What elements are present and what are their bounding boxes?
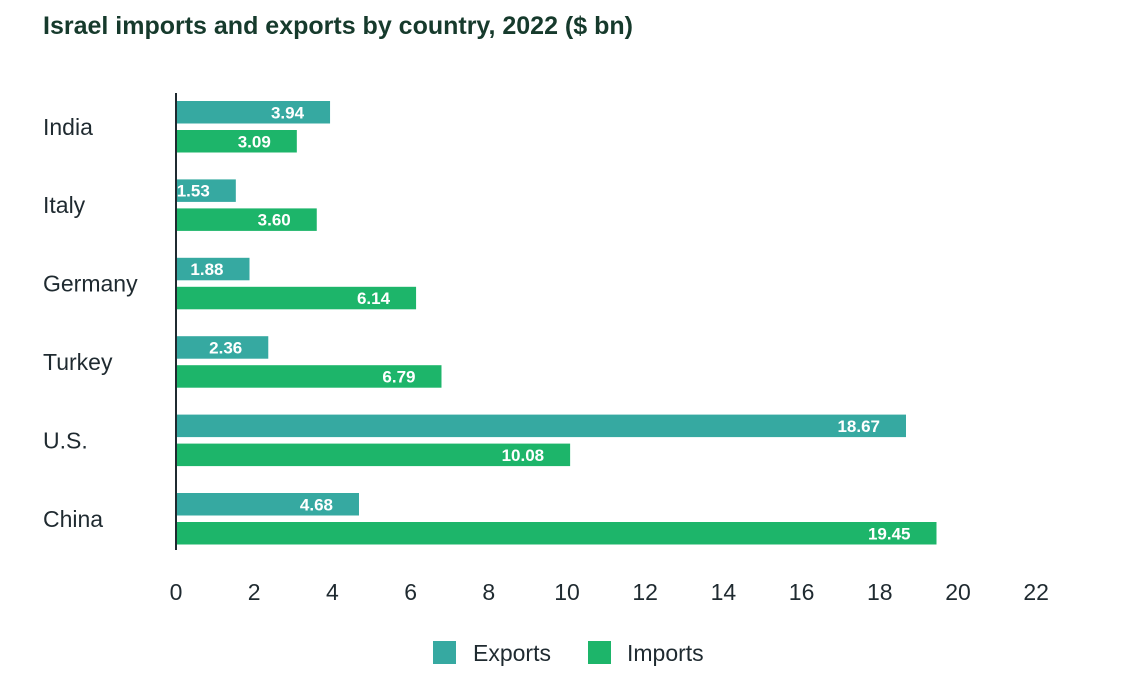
legend-label-exports: Exports bbox=[473, 640, 551, 666]
x-tick-label-11: 22 bbox=[1023, 579, 1049, 605]
data-label-imports-2: 6.14 bbox=[357, 289, 391, 308]
bar-imports-1 bbox=[176, 208, 317, 231]
data-label-exports-4: 18.67 bbox=[837, 417, 880, 436]
chart-title: Israel imports and exports by country, 2… bbox=[43, 12, 633, 40]
bar-imports-3 bbox=[176, 365, 442, 388]
bar-exports-1 bbox=[176, 179, 236, 202]
x-tick-label-9: 18 bbox=[867, 579, 893, 605]
data-label-exports-1: 1.53 bbox=[177, 182, 210, 201]
x-tick-label-1: 2 bbox=[248, 579, 261, 605]
bar-imports-5 bbox=[176, 522, 937, 545]
bar-exports-2 bbox=[176, 257, 250, 281]
category-label-3: Turkey bbox=[43, 349, 113, 375]
bar-exports-3 bbox=[176, 336, 269, 359]
data-label-imports-4: 10.08 bbox=[502, 446, 545, 465]
x-tick-label-10: 20 bbox=[945, 579, 971, 605]
data-label-imports-3: 6.79 bbox=[382, 367, 415, 386]
data-label-imports-1: 3.60 bbox=[258, 211, 291, 230]
x-tick-label-7: 14 bbox=[711, 579, 737, 605]
x-tick-label-4: 8 bbox=[482, 579, 495, 605]
x-tick-label-0: 0 bbox=[170, 579, 183, 605]
bar-imports-2 bbox=[176, 286, 417, 310]
category-label-4: U.S. bbox=[43, 427, 88, 453]
x-tick-label-5: 10 bbox=[554, 579, 580, 605]
category-label-2: Germany bbox=[43, 271, 138, 297]
data-label-exports-3: 2.36 bbox=[209, 338, 242, 357]
data-label-imports-5: 19.45 bbox=[868, 524, 911, 543]
x-tick-label-8: 16 bbox=[789, 579, 815, 605]
legend-label-imports: Imports bbox=[627, 640, 704, 666]
x-tick-label-2: 4 bbox=[326, 579, 339, 605]
bar-exports-5 bbox=[176, 493, 359, 516]
bar-exports-4 bbox=[176, 414, 906, 438]
category-label-1: Italy bbox=[43, 192, 86, 218]
x-tick-label-6: 12 bbox=[632, 579, 658, 605]
x-tick-label-3: 6 bbox=[404, 579, 417, 605]
bar-exports-0 bbox=[176, 101, 331, 124]
bar-imports-4 bbox=[176, 443, 571, 467]
data-label-exports-5: 4.68 bbox=[300, 495, 333, 514]
category-label-5: China bbox=[43, 506, 103, 532]
data-label-exports-0: 3.94 bbox=[271, 103, 305, 122]
bar-imports-0 bbox=[176, 130, 297, 153]
data-label-imports-0: 3.09 bbox=[238, 132, 271, 151]
data-label-exports-2: 1.88 bbox=[190, 260, 223, 279]
legend-swatch-exports bbox=[433, 641, 456, 664]
legend-swatch-imports bbox=[588, 641, 611, 664]
category-label-0: India bbox=[43, 114, 93, 140]
